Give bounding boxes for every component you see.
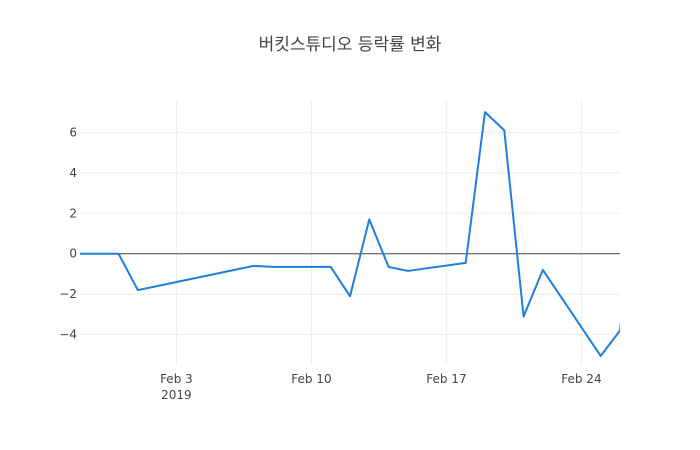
x-tick-label: Feb 10 [291,372,331,386]
chart-title: 버킷스튜디오 등락률 변화 [258,35,442,55]
series-layer [80,111,620,357]
x-tick-label: Feb 24 [561,372,601,386]
y-tick-label: −4 [59,328,77,342]
y-tick-label: 4 [69,166,77,180]
y-tick-label: −2 [59,287,77,301]
y-tick-label: 2 [69,206,77,220]
y-tick-label: 6 [69,125,77,139]
y-tick-label: 0 [69,247,77,261]
x-tick-label: Feb 3 [160,372,193,386]
x-tick-label: Feb 17 [426,372,466,386]
grid-layer [80,100,620,365]
axis-layer: Feb 3 2019 Feb 10 Feb 17 Feb 24 −4 −2 0 2 4 6 [59,125,620,402]
series-line [80,111,620,357]
x-tick-sublabel: 2019 [161,388,192,402]
